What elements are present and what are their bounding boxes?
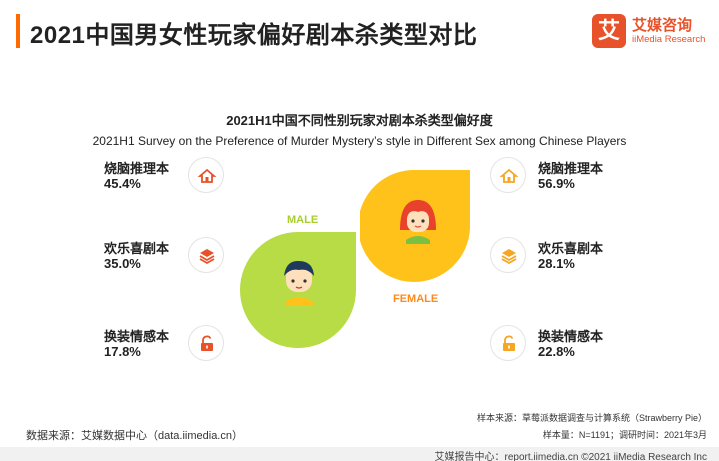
female-drop: [360, 170, 470, 282]
logo-name-en: iiMedia Research: [632, 34, 706, 45]
page-title: 2021中国男女性玩家偏好剧本杀类型对比: [30, 22, 478, 49]
male-drop: [240, 232, 356, 348]
female-avatar-icon: [400, 200, 436, 244]
male-value: 45.4%: [104, 176, 141, 191]
stack-icon: [188, 237, 224, 273]
data-source: 数据来源：艾媒数据中心（data.iimedia.cn）: [26, 430, 243, 442]
male-category-label: 欢乐喜剧本: [104, 241, 170, 256]
female-category-label: 换装情感本: [538, 329, 604, 344]
iimedia-logo: 艾 艾媒咨询 iiMedia Research: [592, 14, 712, 50]
sample-source: 样本来源：草莓派数据调查与计算系统（Strawberry Pie）: [476, 413, 707, 423]
house-icon: [490, 157, 526, 193]
male-value: 35.0%: [104, 256, 141, 271]
sample-size: 样本量：N=1191；调研时间：2021年3月: [542, 430, 707, 440]
female-value: 28.1%: [538, 256, 575, 271]
female-value: 22.8%: [538, 344, 575, 359]
lock-icon: [188, 325, 224, 361]
bottom-bar: [0, 447, 719, 461]
male-label: MALE: [287, 214, 319, 226]
female-label: FEMALE: [393, 293, 439, 305]
male-category-label: 换装情感本: [104, 329, 170, 344]
stack-icon: [490, 237, 526, 273]
report-center: 艾媒报告中心：report.iimedia.cn ©2021 iiMedia R…: [434, 452, 707, 461]
logo-name-cn: 艾媒咨询: [632, 17, 693, 34]
female-category-label: 烧脑推理本: [538, 161, 604, 176]
title-accent-bar: [16, 14, 20, 48]
female-value: 56.9%: [538, 176, 575, 191]
male-category-label: 烧脑推理本: [104, 161, 170, 176]
logo-mark-icon: 艾: [592, 14, 626, 48]
house-icon: [188, 157, 224, 193]
male-avatar-icon: [284, 260, 314, 306]
male-value: 17.8%: [104, 344, 141, 359]
lock-icon: [490, 325, 526, 361]
chart-title: 2021H1中国不同性别玩家对剧本杀类型偏好度: [226, 113, 493, 128]
female-category-label: 欢乐喜剧本: [538, 241, 604, 256]
chart-subtitle: 2021H1 Survey on the Preference of Murde…: [92, 134, 627, 148]
